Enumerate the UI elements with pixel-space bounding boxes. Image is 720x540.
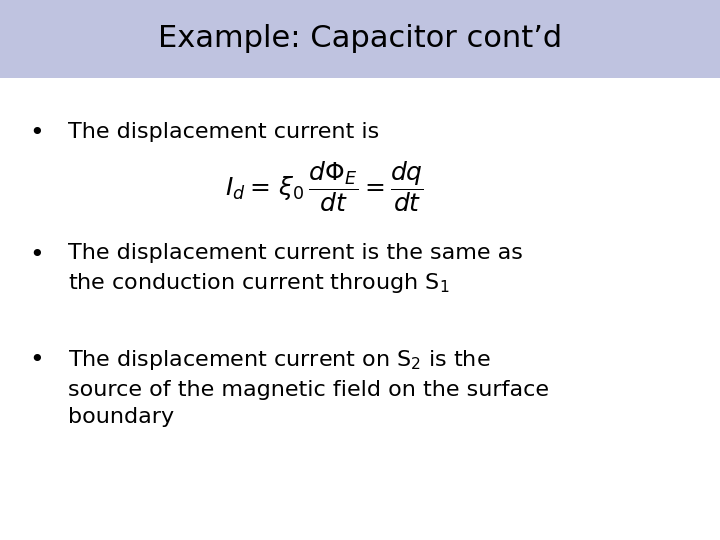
Text: •: • <box>29 122 43 145</box>
Text: The displacement current on S$_2$ is the
source of the magnetic field on the sur: The displacement current on S$_2$ is the… <box>68 348 549 427</box>
Text: The displacement current is the same as
the conduction current through S$_1$: The displacement current is the same as … <box>68 243 523 295</box>
Text: Example: Capacitor cont’d: Example: Capacitor cont’d <box>158 24 562 53</box>
Text: The displacement current is: The displacement current is <box>68 122 379 141</box>
Text: •: • <box>29 348 43 372</box>
Text: •: • <box>29 243 43 267</box>
FancyBboxPatch shape <box>0 0 720 78</box>
Text: $I_d = \,\xi_0\, \dfrac{d\Phi_E}{dt} = \dfrac{dq}{dt}$: $I_d = \,\xi_0\, \dfrac{d\Phi_E}{dt} = \… <box>225 159 423 214</box>
